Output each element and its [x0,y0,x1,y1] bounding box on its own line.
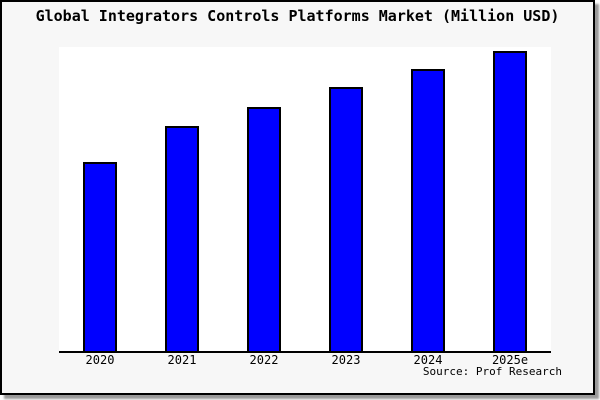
x-tick-label: 2022 [249,353,279,367]
x-tick-label: 2024 [413,353,443,367]
bar-slot [59,47,141,351]
source-credit: Source: Prof Research [422,365,562,378]
bar-slot [223,47,305,351]
bar-slot [387,47,469,351]
plot-area [59,47,551,353]
x-tick-label: 2020 [85,353,115,367]
x-axis-labels: 2020 2021 2022 2023 2024 2025e [59,353,551,367]
x-tick-label: 2023 [331,353,361,367]
bar-slot [469,47,551,351]
bar-2024 [411,69,445,351]
bar-slot [305,47,387,351]
chart-frame: Global Integrators Controls Platforms Ma… [0,0,595,395]
x-tick-label: 2021 [167,353,197,367]
chart-title: Global Integrators Controls Platforms Ma… [35,7,560,25]
bar-2021 [165,126,199,351]
bar-slot [141,47,223,351]
bar-2020 [83,162,117,351]
bar-2023 [329,87,363,351]
x-tick-label: 2025e [491,353,529,367]
bar-2022 [247,107,281,351]
bar-2025e [493,51,527,351]
